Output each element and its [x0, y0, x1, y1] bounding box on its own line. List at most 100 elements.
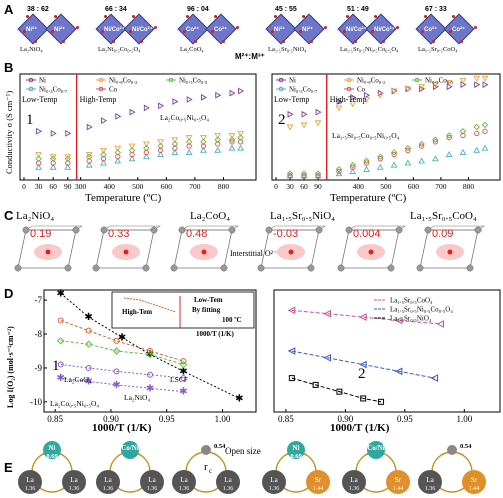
- oxygen-dot-icon: [104, 15, 107, 18]
- data-point: [286, 170, 294, 177]
- data-point: [200, 135, 207, 142]
- formation-energy-value: 0.33: [108, 228, 130, 240]
- panel-letter-d: D: [4, 286, 14, 301]
- atom-icon: [178, 226, 186, 234]
- oxygen-dot-icon: [282, 40, 285, 43]
- data-point: [158, 102, 165, 110]
- rc-label: r: [204, 461, 208, 473]
- left-ion-icon: [262, 470, 286, 494]
- data-point: [114, 157, 122, 164]
- legend-marker: [98, 77, 104, 83]
- top-ion-label: Ni: [49, 444, 56, 452]
- legend-marker: [28, 77, 34, 83]
- data-point: [377, 153, 384, 160]
- data-point: [335, 166, 343, 173]
- d-xlabel-2: 1000/T (1/K): [330, 422, 390, 434]
- data-point: [432, 82, 439, 89]
- inset-curve: [123, 297, 177, 313]
- data-point: ✱: [146, 383, 154, 394]
- left-ion-radius: 1.36: [349, 486, 360, 492]
- ion-label: Co²⁺: [214, 27, 228, 33]
- data-point: [376, 163, 384, 170]
- atom-icon: [64, 264, 72, 272]
- data-point: [129, 151, 135, 158]
- oxygen-dot-icon: [211, 30, 214, 33]
- data-point: [460, 132, 466, 139]
- data-point: [214, 146, 222, 153]
- legend-label: Ni₀.₈Co₀.₂: [357, 77, 386, 85]
- ratio-value: 38 : 62: [27, 6, 49, 13]
- ion-group: Co/Ni La 1.36 Sr 1.44: [338, 438, 416, 496]
- data-point: [482, 128, 488, 134]
- data-point: [180, 358, 187, 365]
- data-point: [142, 141, 150, 148]
- oxygen-dot-icon: [76, 26, 79, 29]
- oxygen-dot-icon: [112, 40, 115, 43]
- series-line: [60, 340, 184, 366]
- legend-label: Ni₀.₃Co₀.₇: [289, 86, 318, 94]
- oxygen-dot-icon: [274, 15, 277, 18]
- right-ion-radius: 1.36: [69, 486, 80, 492]
- data-point: [215, 91, 222, 99]
- oxygen-dot-icon: [54, 15, 57, 18]
- right-ion-icon: [462, 470, 486, 494]
- x-tick-label: 60: [300, 182, 308, 191]
- x-tick-label: 400: [104, 182, 116, 191]
- data-point: [394, 367, 403, 376]
- series-label: La₂NiO₄: [124, 393, 150, 402]
- data-point: [115, 154, 121, 160]
- x-tick-label: 90: [64, 182, 72, 191]
- data-point: [364, 91, 371, 99]
- right-ion-label: La: [148, 476, 156, 484]
- ion-label: Ni/Co²⁺: [104, 27, 125, 33]
- legend-marker: [278, 86, 284, 92]
- data-point: [237, 130, 244, 137]
- data-point: [473, 123, 480, 131]
- data-point: [418, 84, 425, 91]
- data-point: [418, 140, 425, 148]
- legend-label: La₁.₅Sr₀.₅NiO₄: [390, 315, 432, 323]
- data-point: [228, 133, 236, 139]
- data-point: [238, 87, 245, 95]
- data-point: [114, 145, 122, 152]
- inset-label: Low-Tem: [194, 296, 223, 304]
- x-tick-label: 30: [286, 182, 294, 191]
- data-point: [214, 133, 222, 139]
- data-point: ✱: [118, 332, 126, 343]
- formation-energy-value: 0.004: [353, 228, 381, 240]
- data-point: [445, 151, 453, 158]
- x-tick-label: 30: [35, 182, 43, 191]
- y-tick-label: -8: [35, 329, 43, 339]
- formation-energy-value: 0.09: [432, 228, 454, 240]
- data-point: [390, 88, 398, 95]
- left-ion-label: La: [426, 476, 434, 484]
- data-point: [113, 368, 120, 375]
- top-ion-radius: 0.54: [214, 443, 226, 450]
- data-point: [287, 173, 293, 179]
- right-ion-icon: [306, 470, 330, 494]
- series-line: [291, 377, 382, 403]
- data-point: [301, 110, 308, 118]
- data-point: [228, 136, 236, 143]
- top-ion-radius: 0.69: [290, 453, 302, 460]
- data-point: ✱: [235, 393, 243, 404]
- data-point: [35, 163, 42, 170]
- oxygen-dot-icon: [51, 30, 54, 33]
- right-ion-icon: [216, 470, 240, 494]
- data-point: [312, 381, 319, 388]
- compound-label: La₂CoO₄: [180, 46, 204, 53]
- oxygen-dot-icon: [310, 40, 313, 43]
- atom-icon: [416, 264, 424, 272]
- data-point: [65, 129, 72, 137]
- data-point: [300, 122, 308, 129]
- series-line: [60, 364, 184, 379]
- data-point: [404, 159, 412, 166]
- data-point: [335, 105, 343, 112]
- open-size-label: Open size: [225, 446, 261, 456]
- low-temp-label: Low-Temp: [274, 95, 309, 104]
- data-point: [300, 170, 308, 177]
- data-point: [64, 163, 72, 170]
- oxygen-dot-icon: [23, 30, 26, 33]
- inset-xlabel: 1000/T (1/K): [196, 330, 234, 338]
- x-tick-label: 300: [75, 182, 87, 191]
